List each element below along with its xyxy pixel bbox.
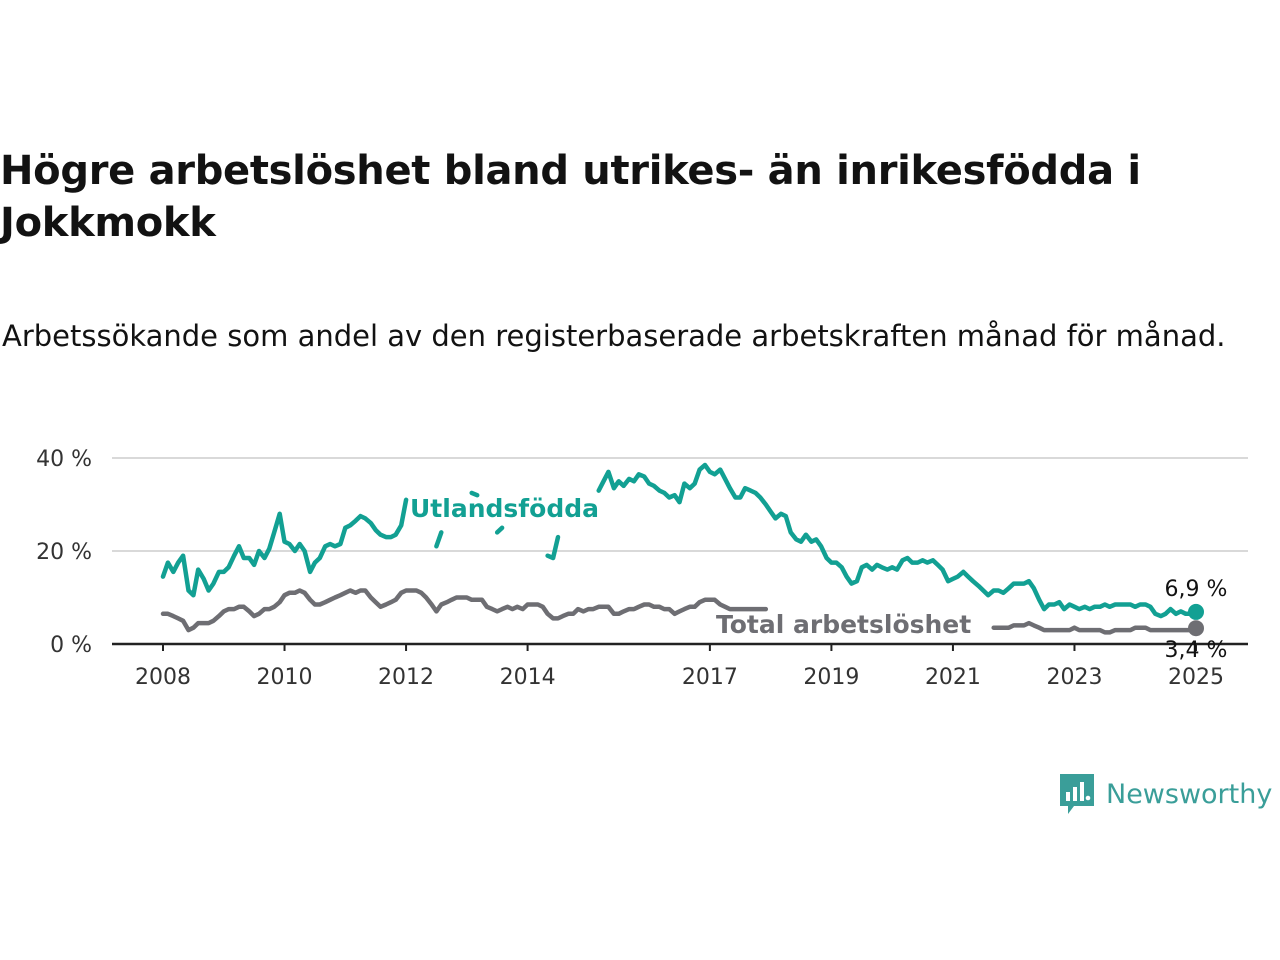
series-lines [160,462,1204,637]
series-line [545,534,561,561]
series-line [596,462,1199,619]
series-line [991,620,1199,635]
y-tick-label: 40 % [36,447,92,472]
x-tick-label: 2014 [500,665,556,690]
chart-subtitle: Arbetssökande som andel av den registerb… [2,319,1226,353]
x-tick-label: 2010 [257,665,313,690]
x-tick-label: 2017 [682,665,738,690]
series-line [160,588,769,633]
series-line [469,490,480,498]
series-line [494,525,505,535]
y-tick-label: 0 % [50,633,92,658]
x-tick-label: 2008 [135,665,191,690]
brand-logo: Newsworthy [1058,772,1272,816]
x-tick-label: 2025 [1168,665,1224,690]
y-tick-label: 20 % [36,540,92,565]
series-end-label: 3,4 % [1165,638,1228,663]
chart-title: Högre arbetslöshet bland utrikes- än inr… [0,148,1141,246]
series-line [160,497,409,598]
series-label: Total arbetslöshet [716,610,971,639]
line-chart: 0 % 20 % 40 % 2008 2010 2012 2014 2017 2019 2021 2… [36,447,1248,690]
series-label: Utlandsfödda [410,494,599,523]
labels: 0 % 20 % 40 % 2008 2010 2012 2014 2017 2019 2021 2… [36,447,1227,690]
brand-name: Newsworthy [1106,778,1273,810]
x-tick-label: 2021 [925,665,981,690]
x-tick-label: 2019 [803,665,859,690]
series-line [434,530,444,549]
grid [112,457,1248,651]
series-end-label: 6,9 % [1165,577,1228,602]
series-end-point [1188,620,1204,637]
x-tick-label: 2023 [1046,665,1102,690]
newsworthy-logo-icon [1060,774,1094,814]
series-end-point [1188,603,1204,620]
x-tick-label: 2012 [378,665,434,690]
